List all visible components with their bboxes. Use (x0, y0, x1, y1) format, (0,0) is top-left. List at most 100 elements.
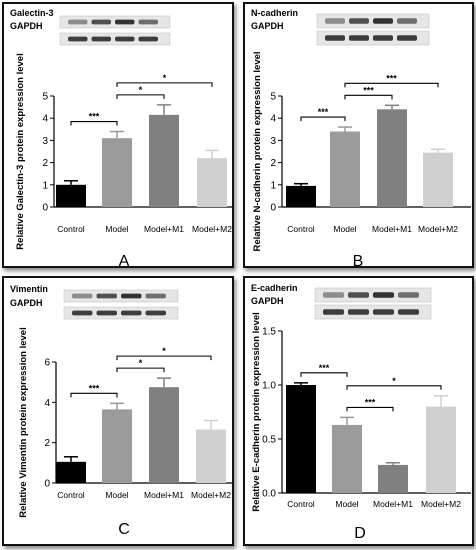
significance-label: *** (89, 383, 100, 393)
blot-label-gapdh: GAPDH (10, 21, 43, 31)
bar (149, 114, 179, 207)
x-tick-label: Control (57, 224, 85, 234)
x-tick-label: Model (105, 224, 128, 234)
x-tick-label: Control (287, 499, 315, 509)
x-tick-label: Model+M2 (191, 490, 231, 500)
significance-label: * (163, 73, 167, 83)
significance-bracket (116, 82, 213, 87)
blot-label-protein: N-cadherin (251, 8, 298, 18)
x-tick-label: Model+M1 (144, 490, 184, 500)
y-tick-label: 3 (42, 136, 48, 147)
blot-band-gapdh (316, 30, 430, 46)
x-tick-label: Model+M1 (372, 224, 412, 234)
y-tick-label: 2 (270, 158, 276, 169)
significance-bracket (300, 116, 346, 122)
y-tick-label: 0.5 (262, 435, 276, 446)
significance-bracket (70, 120, 118, 126)
panel-letter: D (354, 525, 366, 542)
x-tick-label: Model+M2 (418, 224, 458, 234)
significance-bracket (116, 94, 165, 99)
chart-svg: Galectin-3 GAPDH 0 1 2 3 4 5 Relative Galectin-3… (10, 8, 232, 266)
significance-bracket (344, 94, 393, 100)
significance-bracket (346, 385, 442, 390)
panel-a: Galectin-3 GAPDH 0 1 2 3 4 5 Relative Galectin-3… (2, 2, 234, 268)
y-tick-label: 1 (42, 180, 48, 191)
blot-band-protein (314, 287, 432, 303)
x-tick-label: Model+M1 (144, 224, 184, 234)
y-tick-label: 0 (44, 479, 50, 490)
bar (332, 424, 362, 493)
panel-letter: C (118, 521, 130, 538)
x-tick-label: Control (287, 224, 315, 234)
y-tick-label: 6 (44, 358, 50, 369)
y-axis-label: Relative N-cadherin protein expression l… (252, 51, 263, 251)
significance-label: * (162, 346, 166, 356)
chart-svg: Vimentin GAPDH 0 2 4 6 Relative Vimentin prote… (10, 284, 232, 538)
x-tick-label: Control (57, 490, 85, 500)
blot-label-protein: E-cadherin (251, 283, 298, 293)
blot-band-gapdh (314, 304, 432, 320)
panel-c: Vimentin GAPDH 0 2 4 6 Relative Vimentin prote… (2, 276, 234, 546)
panel-d: E-cadherin GAPDH 0.0 0.5 1.0 1.5 Relative E-ca… (243, 276, 474, 546)
bar (286, 185, 316, 207)
bar (426, 406, 456, 493)
y-tick-label: 1 (270, 180, 276, 191)
significance-label: *** (319, 363, 330, 373)
bar (423, 152, 453, 207)
blot-band-protein (316, 13, 430, 29)
significance-bracket (346, 406, 394, 412)
y-tick-label: 4 (44, 398, 50, 409)
y-tick-label: 5 (42, 92, 48, 103)
blot-label-gapdh: GAPDH (10, 298, 43, 308)
x-tick-label: Model (335, 499, 358, 509)
bar (149, 387, 179, 483)
bar (56, 461, 86, 483)
significance-bracket (116, 355, 212, 361)
significance-label: * (392, 376, 396, 386)
y-tick-label: 1.0 (262, 381, 276, 392)
panel-letter: B (353, 253, 364, 266)
significance-label: *** (363, 85, 374, 95)
bar (330, 131, 360, 207)
x-tick-label: Model (105, 490, 128, 500)
bar (102, 138, 132, 207)
bar (56, 184, 86, 207)
significance-bracket (344, 82, 439, 88)
bar (102, 409, 132, 483)
x-tick-label: Model+M2 (421, 499, 461, 509)
bar (197, 158, 227, 207)
bar (196, 429, 226, 483)
significance-bracket (70, 392, 118, 398)
y-tick-label: 4 (42, 114, 48, 125)
y-tick-label: 0.0 (262, 489, 276, 500)
significance-bracket (116, 367, 165, 373)
y-tick-label: 5 (270, 92, 276, 103)
y-tick-label: 2 (42, 158, 48, 169)
y-axis-label: Relative Galectin-3 protein expression l… (15, 53, 26, 249)
chart-svg: N-cadherin GAPDH 0 1 2 3 4 5 Relative N-cadherin… (251, 8, 471, 266)
y-axis-label: Relative E-cadherin protein expression l… (251, 312, 262, 512)
blot-label-gapdh: GAPDH (251, 21, 284, 31)
x-tick-label: Model+M2 (192, 224, 232, 234)
blot-label-protein: Vimentin (10, 284, 48, 294)
significance-label: * (139, 358, 143, 368)
significance-label: *** (89, 112, 100, 122)
blot-band-protein (63, 289, 179, 303)
blot-label-protein: Galectin-3 (10, 8, 54, 18)
y-tick-label: 0 (42, 203, 48, 214)
y-tick-label: 0 (270, 203, 276, 214)
significance-label: *** (386, 73, 397, 83)
panel-b: N-cadherin GAPDH 0 1 2 3 4 5 Relative N-cadherin… (243, 2, 474, 268)
y-axis-label: Relative Vimentin protein expression lev… (18, 327, 29, 517)
significance-label: *** (365, 397, 376, 407)
bar (377, 109, 407, 207)
blot-band-gapdh (63, 306, 179, 320)
y-tick-label: 4 (270, 114, 276, 125)
blot-band-protein (59, 15, 171, 29)
y-tick-label: 3 (270, 136, 276, 147)
significance-label: * (139, 85, 143, 95)
y-tick-label: 2 (44, 438, 50, 449)
x-tick-label: Model+M1 (373, 499, 413, 509)
significance-label: *** (318, 107, 329, 117)
